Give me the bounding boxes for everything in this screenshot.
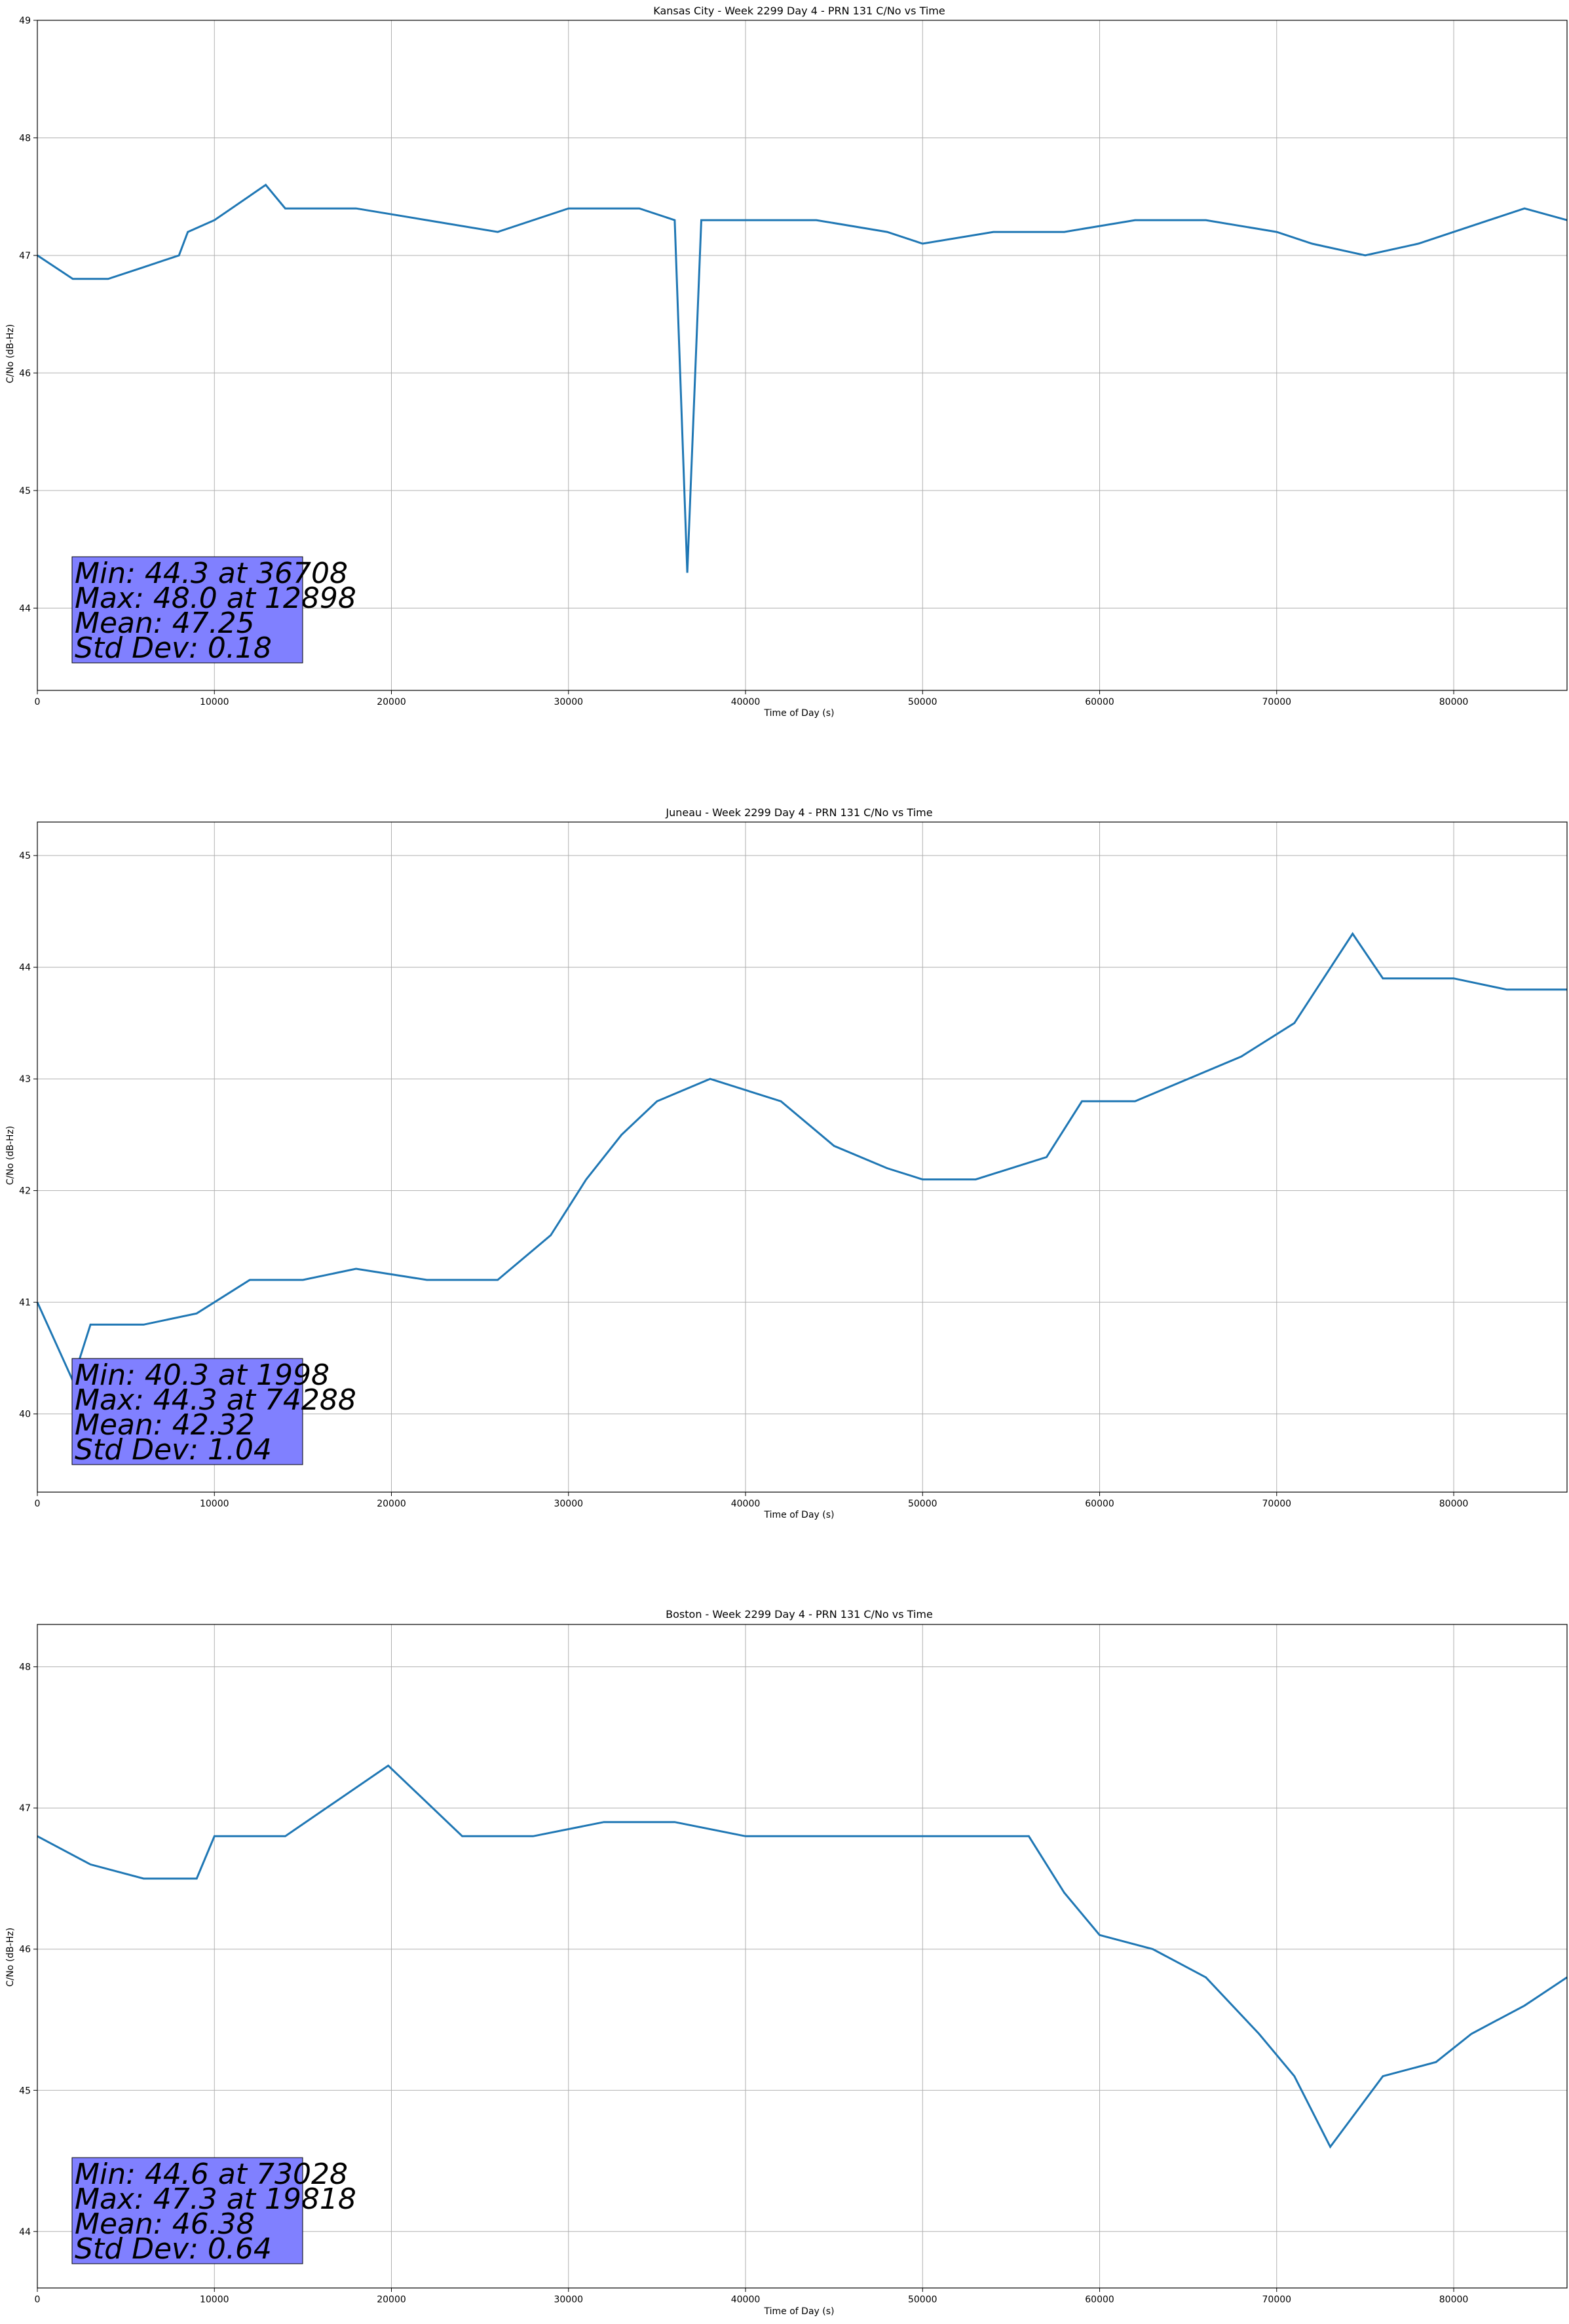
y-axis-label: C/No (dB-Hz): [5, 1928, 16, 1987]
x-tick-label: 80000: [1439, 1499, 1469, 1509]
x-tick-label: 20000: [377, 697, 406, 707]
x-tick-label: 50000: [908, 2295, 937, 2305]
x-ticks: 0 10000 20000 30000 40000 50000 60000 70000 8000…: [35, 1492, 1469, 1509]
subplot-juneau: Juneau - Week 2299 Day 4 - PRN 131 C/No …: [5, 806, 1568, 1520]
stats-box-background: [71, 2157, 303, 2264]
y-tick-label: 44: [19, 963, 31, 973]
x-tick-label: 40000: [731, 2295, 761, 2305]
x-tick-label: 80000: [1439, 697, 1469, 707]
x-tick-label: 0: [35, 697, 41, 707]
y-tick-label: 45: [19, 2086, 31, 2096]
grid: [37, 20, 1567, 690]
y-tick-label: 47: [19, 251, 31, 261]
stats-min: Min: 44.3 at 36708: [75, 557, 348, 590]
y-tick-label: 48: [19, 1662, 31, 1673]
stats-box: Min: 44.3 at 36708 Max: 48.0 at 12898 Me…: [71, 556, 356, 665]
x-tick-label: 30000: [554, 1499, 583, 1509]
y-tick-label: 41: [19, 1298, 31, 1308]
y-tick-label: 47: [19, 1803, 31, 1814]
y-tick-label: 48: [19, 133, 31, 143]
x-tick-label: 10000: [200, 1499, 229, 1509]
x-tick-label: 0: [35, 1499, 41, 1509]
stats-box: Min: 44.6 at 73028 Max: 47.3 at 19818 Me…: [71, 2157, 356, 2266]
x-tick-label: 70000: [1262, 2295, 1292, 2305]
x-tick-label: 60000: [1085, 2295, 1114, 2305]
stats-box: Min: 40.3 at 1998 Max: 44.3 at 74288 Mea…: [71, 1358, 356, 1467]
y-tick-label: 45: [19, 851, 31, 861]
stats-max: Max: 48.0 at 12898: [75, 582, 356, 615]
stats-box-background: [71, 556, 303, 664]
y-tick-label: 46: [19, 1945, 31, 1955]
subplot-boston: Boston - Week 2299 Day 4 - PRN 131 C/No …: [5, 1608, 1568, 2317]
x-axis-label: Time of Day (s): [764, 708, 835, 719]
stats-box-background: [71, 1358, 303, 1465]
x-ticks: 0 10000 20000 30000 40000 50000 60000 70000 8000…: [35, 690, 1469, 707]
x-tick-label: 20000: [377, 2295, 406, 2305]
grid: [37, 1624, 1567, 2288]
y-axis-label: C/No (dB-Hz): [5, 1126, 16, 1185]
plot-frame: [37, 1624, 1568, 2289]
x-tick-label: 20000: [377, 1499, 406, 1509]
x-tick-label: 40000: [731, 1499, 761, 1509]
stats-max: Max: 44.3 at 74288: [75, 1383, 356, 1417]
stats-min: Min: 44.6 at 73028: [75, 2158, 348, 2191]
x-tick-label: 10000: [200, 2295, 229, 2305]
y-tick-label: 45: [19, 486, 31, 497]
y-tick-label: 40: [19, 1410, 31, 1420]
y-ticks: 44 45 46 47 48 49: [19, 16, 37, 614]
x-tick-label: 0: [35, 2295, 41, 2305]
plot-frame: [37, 20, 1568, 691]
x-axis-label: Time of Day (s): [764, 1510, 835, 1520]
y-ticks: 44 45 46 47 48: [19, 1662, 37, 2238]
stats-std-dev: Std Dev: 0.64: [75, 2232, 272, 2266]
x-tick-label: 50000: [908, 697, 937, 707]
y-ticks: 40 41 42 43 44 45: [19, 851, 37, 1420]
stats-mean: Mean: 46.38: [75, 2207, 255, 2241]
x-tick-label: 60000: [1085, 697, 1114, 707]
x-tick-label: 30000: [554, 697, 583, 707]
y-tick-label: 42: [19, 1186, 31, 1197]
plot-frame: [37, 821, 1568, 1493]
chart-title: Juneau - Week 2299 Day 4 - PRN 131 C/No …: [665, 806, 932, 819]
y-tick-label: 46: [19, 368, 31, 379]
stats-max: Max: 47.3 at 19818: [75, 2183, 356, 2216]
stats-std-dev: Std Dev: 1.04: [75, 1433, 272, 1467]
x-tick-label: 30000: [554, 2295, 583, 2305]
y-tick-label: 43: [19, 1074, 31, 1085]
series-line: [37, 183, 1568, 573]
series-line: [37, 1764, 1568, 2149]
stats-mean: Mean: 42.32: [75, 1408, 255, 1442]
x-axis-label: Time of Day (s): [764, 2306, 835, 2317]
chart-title: Boston - Week 2299 Day 4 - PRN 131 C/No …: [666, 1608, 933, 1621]
stats-mean: Mean: 47.25: [75, 607, 255, 640]
stats-min: Min: 40.3 at 1998: [75, 1359, 330, 1392]
x-tick-label: 50000: [908, 1499, 937, 1509]
y-tick-label: 49: [19, 16, 31, 26]
x-tick-label: 40000: [731, 697, 761, 707]
x-tick-label: 70000: [1262, 1499, 1292, 1509]
y-tick-label: 44: [19, 603, 31, 614]
x-tick-label: 10000: [200, 697, 229, 707]
stats-std-dev: Std Dev: 0.18: [75, 631, 272, 665]
x-tick-label: 70000: [1262, 697, 1292, 707]
y-axis-label: C/No (dB-Hz): [5, 324, 16, 383]
y-tick-label: 44: [19, 2227, 31, 2238]
x-tick-label: 60000: [1085, 1499, 1114, 1509]
x-tick-label: 80000: [1439, 2295, 1469, 2305]
chart-title: Kansas City - Week 2299 Day 4 - PRN 131 …: [653, 5, 945, 17]
subplot-kansas-city: Kansas City - Week 2299 Day 4 - PRN 131 …: [5, 5, 1568, 719]
series-line: [36, 931, 1567, 1383]
x-ticks: 0 10000 20000 30000 40000 50000 60000 70000 8000…: [35, 2288, 1469, 2305]
